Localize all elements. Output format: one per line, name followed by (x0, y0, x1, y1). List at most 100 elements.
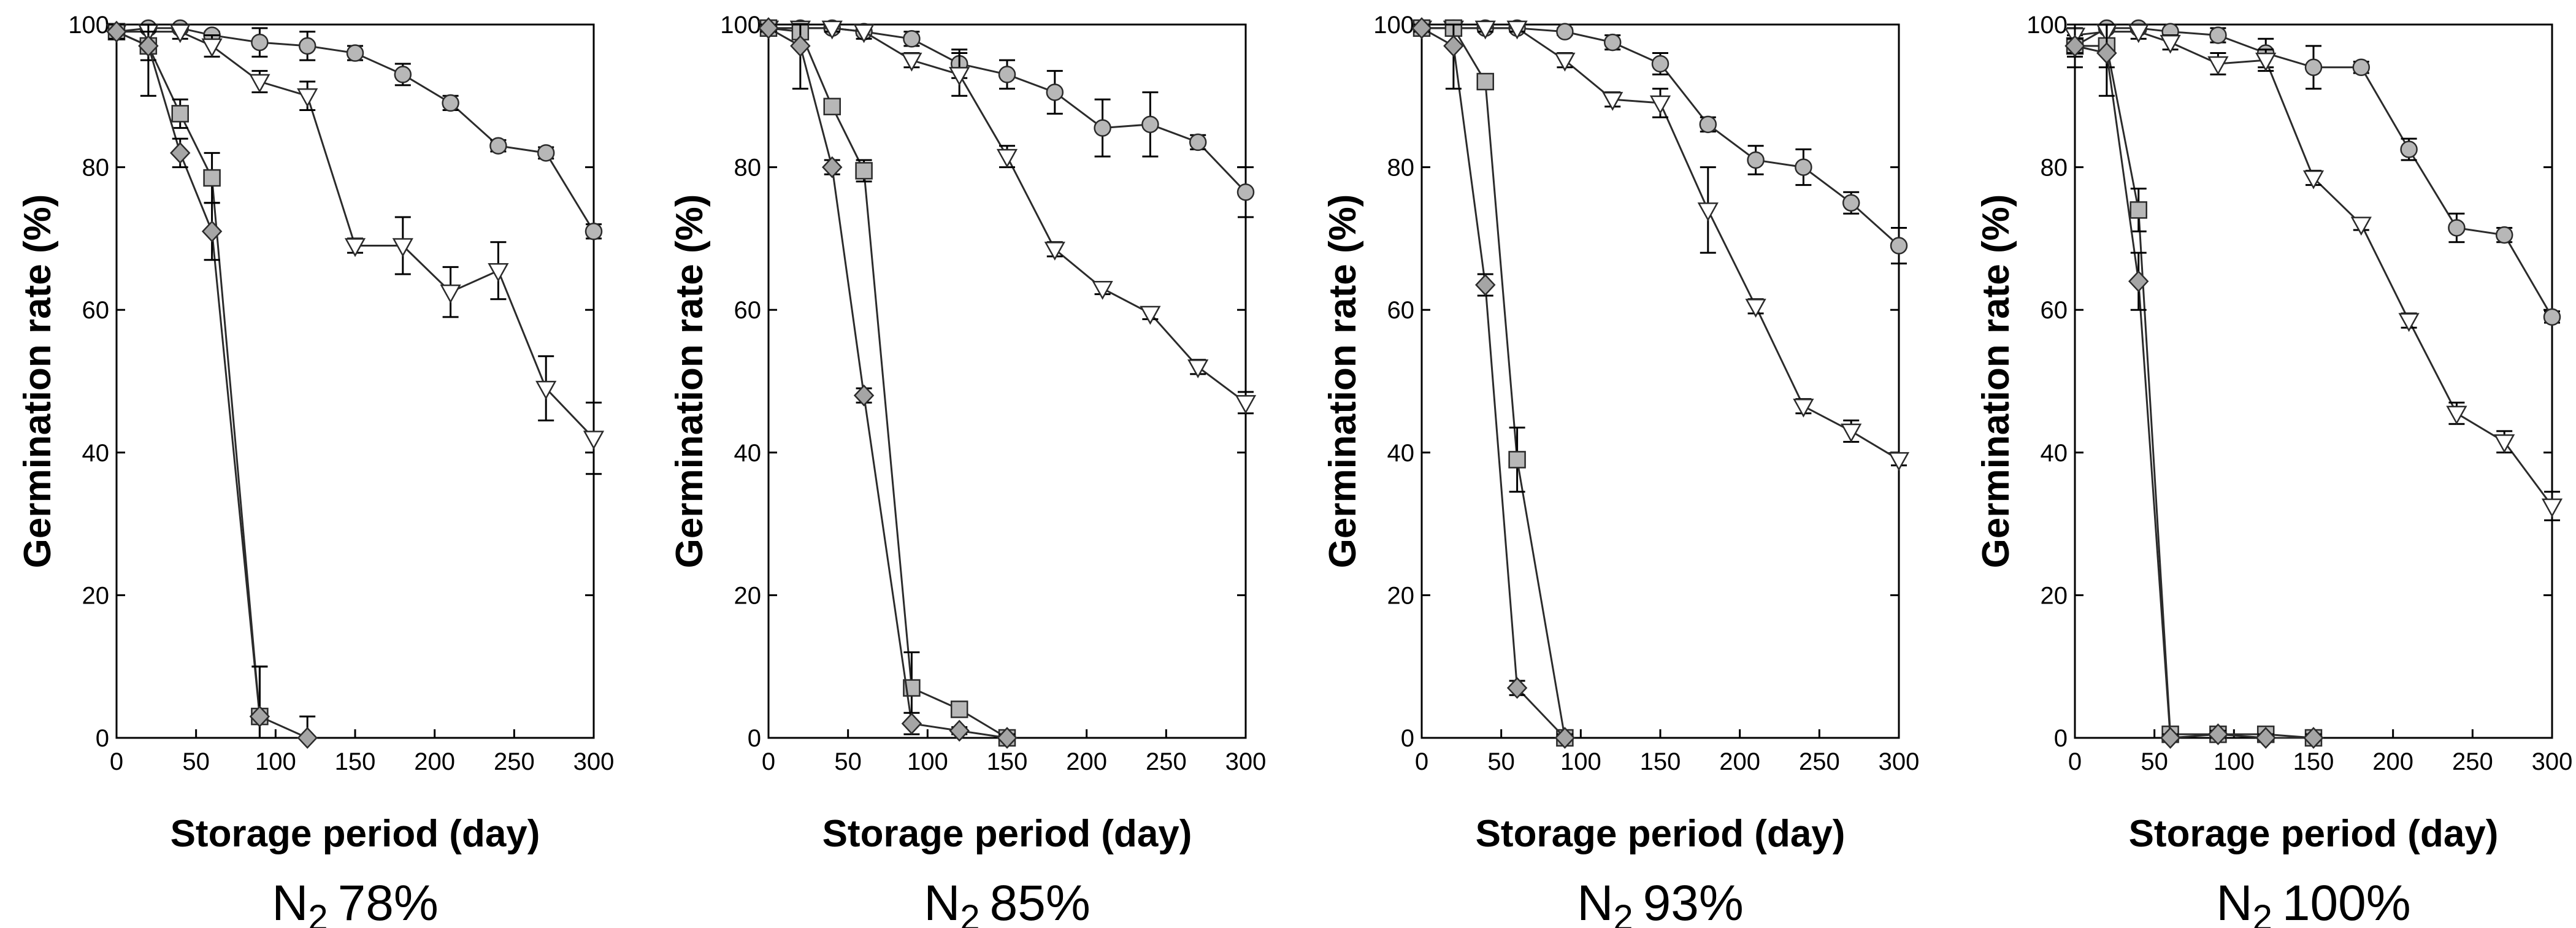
y-tick-label: 40 (2041, 440, 2068, 467)
data-point-circle (2448, 219, 2466, 237)
data-point-circle (2495, 226, 2513, 244)
y-tick-label: 40 (1387, 440, 1415, 467)
data-point-diamond (949, 719, 970, 742)
data-point-triangle (2541, 498, 2563, 518)
data-point-circle (1141, 115, 1159, 134)
y-tick-label: 60 (734, 297, 762, 324)
series-diamond (2064, 23, 2324, 749)
data-point-triangle (297, 88, 318, 107)
data-point-triangle (2494, 434, 2515, 453)
data-point-circle (1795, 158, 1812, 176)
condition-subscript: 2 (960, 898, 979, 928)
condition-prefix: N (2216, 875, 2252, 928)
series-line-diamond (2074, 45, 2313, 739)
data-point-square (1508, 451, 1526, 469)
data-point-triangle (440, 284, 461, 304)
data-point-circle (1747, 151, 1765, 169)
data-point-triangle (2207, 56, 2229, 75)
data-point-triangle (996, 148, 1018, 168)
data-point-circle (1651, 55, 1669, 73)
y-tick-label: 40 (82, 440, 110, 467)
series-line-square (768, 27, 1008, 739)
data-point-diamond (2160, 727, 2181, 749)
x-tick-label: 300 (1225, 748, 1267, 775)
chart-panel-3: 0 20 40 60 80 100 0 50 100 150 200 250 300 Germinatio… (1975, 12, 2572, 928)
data-point-diamond (2255, 727, 2276, 749)
x-tick-label: 50 (2141, 748, 2168, 775)
condition-subscript: 2 (2253, 898, 2272, 928)
series-diamond (758, 17, 1018, 749)
data-point-square (1476, 72, 1494, 91)
x-tick-label: 250 (1799, 748, 1840, 775)
x-axis-label: Storage period (day) (2129, 813, 2499, 855)
x-tick-label: 0 (2068, 748, 2082, 775)
data-point-circle (489, 137, 507, 155)
x-axis-label: Storage period (day) (1476, 813, 1846, 855)
data-point-triangle (1044, 242, 1065, 261)
series-triangle (2064, 23, 2563, 521)
data-point-diamond (249, 705, 270, 727)
condition-prefix: N (272, 875, 308, 928)
y-tick-label: 20 (734, 582, 762, 609)
series-circle (107, 19, 603, 240)
data-point-triangle (2398, 313, 2420, 332)
data-point-diamond (1411, 17, 1432, 39)
data-point-circle (1842, 194, 1860, 212)
data-point-triangle (1888, 452, 1910, 472)
series-square (107, 23, 269, 739)
data-point-triangle (949, 67, 970, 86)
x-tick-label: 150 (987, 748, 1028, 775)
x-tick-label: 50 (182, 748, 210, 775)
data-point-diamond (758, 17, 779, 39)
data-point-triangle (249, 74, 270, 93)
data-point-circle (1890, 237, 1908, 255)
y-tick-label: 80 (1387, 155, 1415, 182)
chart-panel-0: 0 20 40 60 80 100 0 50 100 150 200 250 300 Germinatio… (17, 12, 614, 928)
series-square (759, 19, 1016, 747)
x-tick-label: 0 (1415, 748, 1428, 775)
y-tick-label: 60 (1387, 297, 1415, 324)
y-tick-label: 80 (734, 155, 762, 182)
y-tick-label: 0 (96, 725, 109, 752)
condition-value: 93% (1643, 875, 1744, 928)
data-point-diamond (1554, 727, 1576, 749)
data-point-triangle (1697, 202, 1719, 221)
data-point-square (2129, 201, 2147, 219)
plot-frame (2074, 23, 2553, 739)
x-tick-label: 300 (1879, 748, 1920, 775)
y-tick-label: 100 (2026, 12, 2068, 39)
series-diamond (106, 20, 318, 749)
data-point-diamond (2064, 35, 2085, 57)
data-point-circle (1236, 183, 1255, 201)
data-point-diamond (997, 727, 1018, 749)
data-point-diamond (822, 156, 843, 178)
y-tick-label: 40 (734, 440, 762, 467)
data-point-triangle (535, 380, 557, 400)
data-point-circle (251, 33, 269, 52)
data-point-triangle (2160, 34, 2181, 54)
data-point-diamond (790, 35, 811, 57)
x-tick-label: 300 (573, 748, 615, 775)
data-point-triangle (169, 24, 191, 44)
data-point-circle (2352, 58, 2371, 77)
data-point-circle (346, 44, 364, 62)
data-point-triangle (1235, 395, 1257, 414)
data-point-triangle (2446, 405, 2467, 425)
x-tick-label: 50 (834, 748, 862, 775)
data-point-diamond (2303, 727, 2324, 749)
data-point-square (171, 105, 189, 123)
x-tick-label: 250 (494, 748, 535, 775)
condition-value: 85% (990, 875, 1091, 928)
data-point-triangle (1745, 299, 1766, 318)
data-point-triangle (821, 20, 843, 40)
y-tick-label: 100 (1373, 12, 1414, 39)
data-point-circle (1699, 115, 1717, 134)
data-point-diamond (2207, 723, 2229, 746)
condition-prefix: N (924, 875, 960, 928)
data-point-diamond (170, 142, 191, 164)
data-point-diamond (2128, 270, 2149, 293)
condition-prefix: N (1577, 875, 1613, 928)
x-tick-label: 100 (255, 748, 296, 775)
x-tick-label: 0 (110, 748, 123, 775)
data-point-circle (585, 223, 603, 240)
